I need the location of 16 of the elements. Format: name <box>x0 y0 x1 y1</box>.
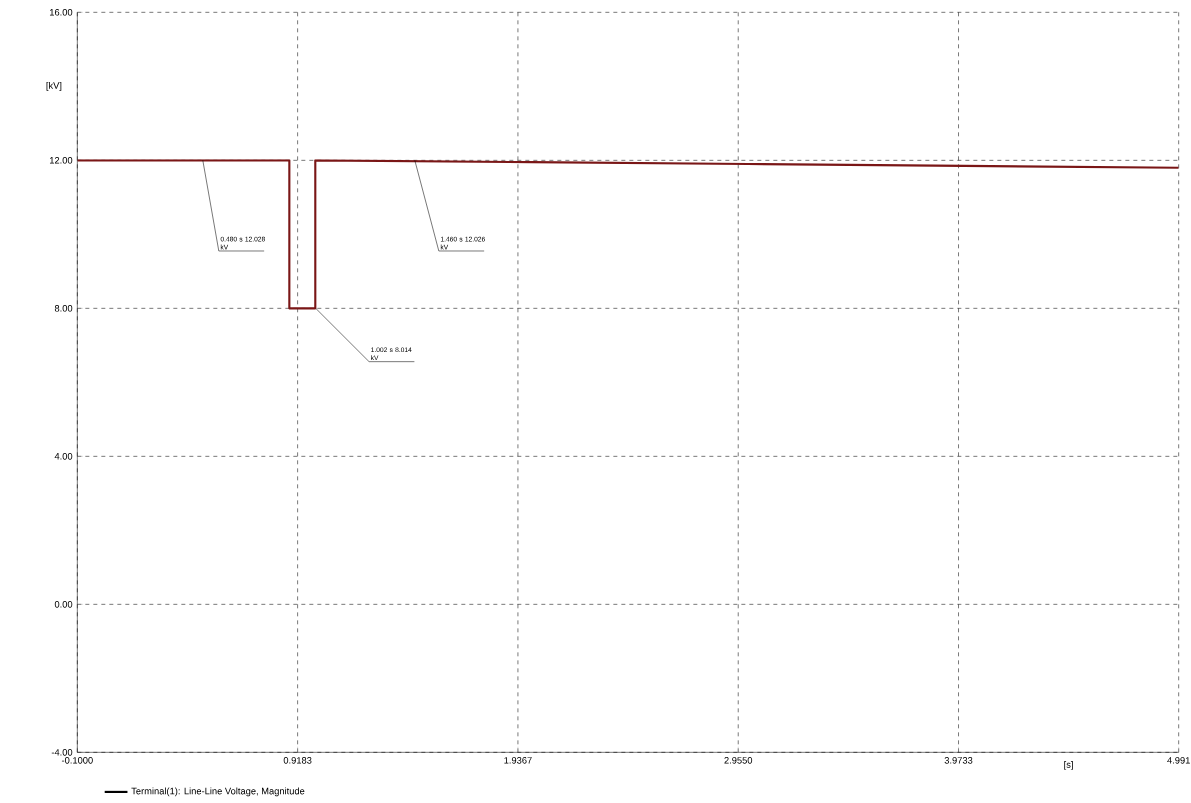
y-tick-label: -4.00 <box>51 749 73 756</box>
x-tick-label: 0.9183 <box>283 757 312 764</box>
x-tick-label: 1.9367 <box>504 757 532 764</box>
x-axis-title: [s] <box>1064 761 1073 770</box>
y-axis-title: [kV] <box>46 81 62 91</box>
x-tick-label: 2.9550 <box>724 757 753 764</box>
x-tick-label: -0.1000 <box>61 757 93 764</box>
y-tick-label: 8.00 <box>54 305 73 312</box>
y-tick-label: 4.00 <box>54 453 73 460</box>
line-series <box>77 159 1179 310</box>
text: Terminal(1): Line-Line Voltage, Magnitude <box>131 787 305 797</box>
y-tick-label: 0.00 <box>54 601 73 608</box>
x-tick-label: 4.991 <box>1167 757 1190 764</box>
y-tick-label: 12.00 <box>49 157 73 164</box>
x-tick-label: 3.9733 <box>944 757 973 764</box>
y-tick-label: 16.00 <box>49 9 73 16</box>
